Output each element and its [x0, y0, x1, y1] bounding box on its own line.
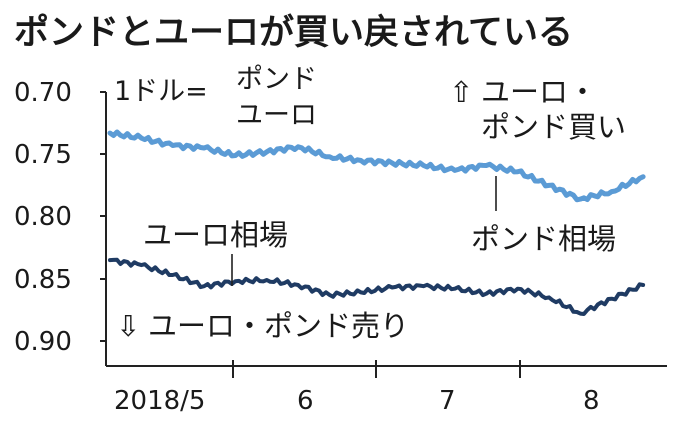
y-tick-label: 0.90: [14, 327, 72, 357]
series-line-pound: [107, 129, 646, 203]
annotation-up-line1: ユーロ・: [481, 75, 597, 109]
x-tick-label: 2018/5: [114, 386, 205, 416]
annotation-down: ユーロ・ポンド売り: [148, 309, 409, 343]
chart-title: ポンドとユーロが買い戻されている: [14, 12, 573, 53]
unit-pound: ポンド: [236, 64, 317, 95]
x-axis-ticks: 2018/5 6 7 8: [114, 360, 600, 416]
x-tick-label: 6: [297, 386, 314, 416]
series-label-pound: ポンド相場: [471, 222, 616, 256]
y-tick-label: 0.75: [14, 140, 72, 170]
y-tick-label: 0.70: [14, 78, 72, 108]
arrow-up-icon: ⇧: [449, 75, 473, 109]
arrow-down-icon: ⇩: [116, 309, 140, 343]
y-tick-label: 0.85: [14, 265, 72, 295]
x-tick-label: 8: [583, 386, 600, 416]
y-tick-label: 0.80: [14, 202, 72, 232]
series-line-euro: [108, 257, 646, 316]
x-tick-label: 7: [439, 386, 456, 416]
unit-euro: ユーロ: [236, 100, 317, 131]
annotation-up-line2: ポンド買い: [481, 110, 626, 144]
unit-prefix: 1ドル=: [114, 76, 208, 107]
series-label-euro: ユーロ相場: [143, 218, 288, 252]
y-axis-ticks: 0.70 0.75 0.80 0.85 0.90: [14, 78, 106, 357]
